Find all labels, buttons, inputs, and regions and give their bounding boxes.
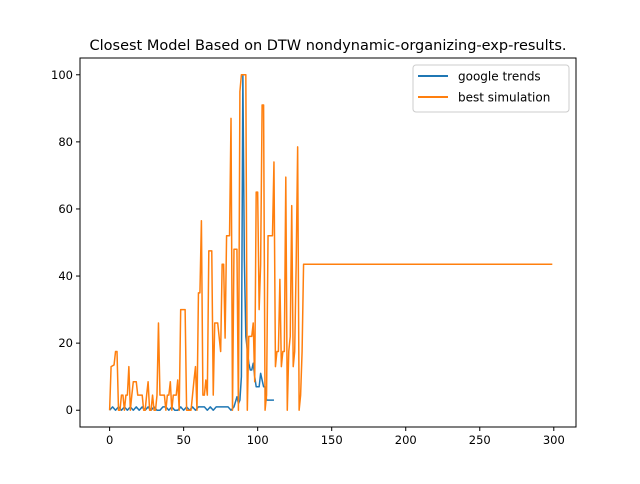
x-tick-label: 300 bbox=[543, 433, 565, 447]
y-tick-label: 80 bbox=[58, 135, 73, 149]
y-tick-label: 0 bbox=[66, 403, 73, 417]
legend-label-google-trends: google trends bbox=[458, 70, 541, 84]
series-layer bbox=[108, 74, 553, 411]
legend: google trends best simulation bbox=[412, 64, 570, 113]
x-tick-label: 250 bbox=[469, 433, 491, 447]
legend-box bbox=[412, 64, 570, 113]
x-tick-label: 150 bbox=[321, 433, 343, 447]
y-tick-label: 20 bbox=[58, 336, 73, 350]
x-axis: 0 50 100 150 200 250 300 bbox=[106, 427, 565, 447]
x-tick-label: 100 bbox=[247, 433, 269, 447]
x-tick-label: 50 bbox=[176, 433, 191, 447]
y-axis: 0 20 40 60 80 100 bbox=[51, 68, 80, 417]
legend-label-best-simulation: best simulation bbox=[458, 91, 550, 105]
x-tick-label: 0 bbox=[106, 433, 113, 447]
plot-area bbox=[79, 57, 577, 428]
x-tick-label: 200 bbox=[395, 433, 417, 447]
chart-title: Closest Model Based on DTW nondynamic-or… bbox=[89, 38, 566, 54]
y-tick-label: 60 bbox=[58, 202, 73, 216]
plot-frame bbox=[79, 57, 577, 428]
y-tick-label: 100 bbox=[51, 68, 73, 82]
series-line-best-simulation bbox=[108, 74, 553, 411]
y-tick-label: 40 bbox=[58, 269, 73, 283]
